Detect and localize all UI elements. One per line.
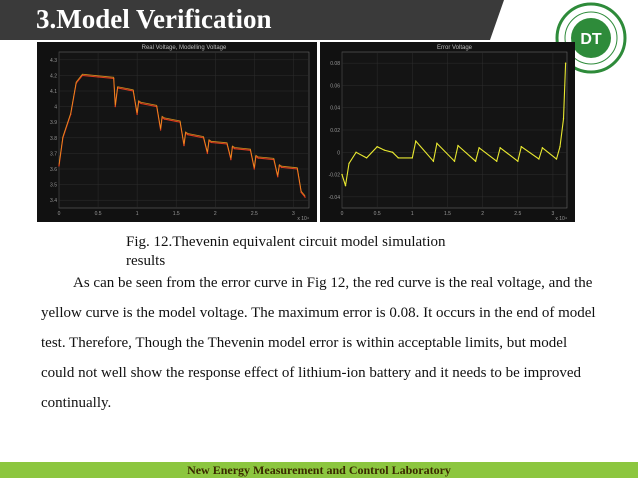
data-point [206, 152, 209, 155]
body-paragraph: As can be seen from the error curve in F… [41, 268, 596, 418]
data-point [397, 157, 399, 159]
data-point [344, 185, 347, 187]
x-tick-label: 2.5 [514, 211, 521, 217]
data-point [365, 157, 368, 159]
plot-area [58, 51, 310, 209]
caption-line-2: results [126, 253, 166, 269]
slide-title: 3.Model Verification [36, 4, 272, 34]
y-tick-label: -0.02 [329, 173, 341, 179]
y-tick-label: 4 [54, 105, 57, 111]
y-tick-label: 0.06 [330, 83, 340, 89]
y-tick-label: 0.04 [330, 106, 340, 112]
model-voltage-line [58, 73, 306, 197]
data-point [97, 76, 99, 78]
error-plot: Error Voltage 0.08 0.06 0.04 0.02 0 -0.02 -0.04… [320, 42, 575, 222]
data-point [478, 147, 480, 149]
data-point [499, 147, 501, 149]
x-tick-label: 1.5 [173, 211, 180, 217]
y-tick-label: 0.08 [330, 61, 340, 67]
x-tick-label: 1 [136, 211, 139, 217]
data-point [348, 162, 350, 165]
data-point [564, 62, 567, 64]
data-point [376, 146, 378, 148]
y-tick-label: 4.1 [50, 89, 57, 95]
data-point [562, 118, 565, 120]
y-tick-label: 0 [337, 150, 340, 156]
title-bar: 3.Model Verification [0, 0, 504, 40]
data-point [341, 173, 343, 176]
data-point [453, 160, 456, 162]
x-tick-label: 0 [341, 211, 344, 217]
y-tick-label: -0.04 [329, 195, 341, 201]
data-point [415, 140, 417, 142]
voltage-chart: Real Voltage, Modelling Voltage 4.3 4.2 4.1… [50, 45, 310, 222]
data-point [559, 146, 561, 148]
data-point [210, 141, 213, 144]
data-point [183, 144, 185, 147]
data-point [495, 160, 498, 162]
data-point [140, 102, 142, 105]
data-point [230, 158, 232, 161]
data-point [432, 160, 435, 162]
data-point [474, 160, 477, 162]
footer-text: New Energy Measurement and Control Labor… [187, 463, 451, 477]
x-tick-label: 3 [292, 211, 295, 217]
y-tick-label: 3.8 [50, 136, 57, 142]
data-point [257, 157, 259, 159]
data-point [114, 105, 116, 108]
footer-bar: New Energy Measurement and Control Labor… [0, 462, 638, 478]
data-point [163, 118, 166, 120]
data-point [355, 151, 357, 153]
y-tick-label: 4.2 [50, 73, 57, 79]
caption-line-1: Fig. 12.Thevenin equivalent circuit mode… [126, 234, 446, 250]
x-tick-label: 1.5 [444, 211, 451, 217]
x-exponent-label: x 10⁴ [297, 216, 309, 222]
y-tick-label: 3.5 [50, 183, 57, 189]
body-text: As can be seen from the error curve in F… [41, 275, 596, 411]
logo-text: DT [580, 31, 602, 48]
data-point [555, 158, 558, 160]
x-tick-label: 0.5 [95, 211, 102, 217]
chart-title: Real Voltage, Modelling Voltage [142, 45, 227, 51]
x-tick-label: 0 [58, 211, 61, 217]
data-point [538, 158, 540, 160]
y-tick-label: 3.6 [50, 167, 57, 173]
data-point [411, 157, 414, 159]
x-tick-label: 0.5 [374, 211, 381, 217]
data-point [277, 176, 279, 178]
data-point [253, 168, 256, 170]
chart-title: Error Voltage [437, 45, 473, 51]
y-tick-label: 3.4 [50, 198, 57, 204]
x-tick-label: 2 [481, 211, 484, 217]
data-point [187, 133, 189, 136]
figure-caption: Fig. 12.Thevenin equivalent circuit mode… [126, 233, 486, 271]
x-exponent-label: x 10⁴ [555, 216, 567, 222]
data-point [159, 129, 162, 131]
x-tick-label: 3 [552, 211, 555, 217]
data-point [58, 165, 60, 167]
data-point [517, 160, 519, 162]
data-point [234, 148, 236, 150]
y-tick-label: 4.3 [50, 58, 57, 64]
data-point [520, 146, 522, 148]
data-point [541, 147, 544, 149]
y-tick-label: 3.7 [50, 151, 57, 157]
voltage-plot: Real Voltage, Modelling Voltage 4.3 4.2 4.1… [37, 42, 317, 222]
x-tick-label: 2 [214, 211, 217, 217]
data-point [436, 142, 438, 145]
data-point [304, 196, 306, 198]
data-point [136, 113, 138, 116]
x-tick-label: 1 [411, 211, 414, 217]
data-point [457, 144, 459, 147]
data-point [280, 166, 283, 169]
y-tick-label: 3.9 [50, 120, 57, 126]
y-tick-label: 0.02 [330, 128, 340, 134]
data-point [391, 151, 394, 153]
data-point [383, 149, 385, 151]
error-chart: Error Voltage 0.08 0.06 0.04 0.02 0 -0.02 -0.04… [329, 45, 568, 222]
x-tick-label: 2.5 [251, 211, 258, 217]
